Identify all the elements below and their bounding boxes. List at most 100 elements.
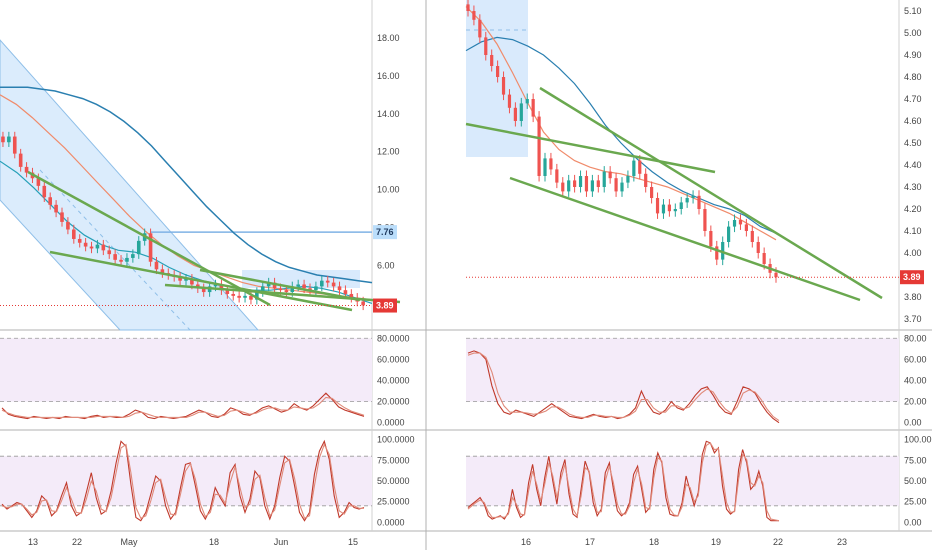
right-oscillator-2-pane[interactable]: 0.00 25.00 50.00 75.00 100.00: [466, 435, 932, 528]
left-oscillator-1-pane[interactable]: 0.0000 20.0000 40.0000 60.0000 80.0000: [0, 333, 410, 428]
right-candle[interactable]: [673, 209, 677, 212]
right-candle[interactable]: [561, 182, 565, 192]
left-oscillator-2-pane[interactable]: 0.0000 25.0000 50.0000 75.0000 100.0000: [0, 435, 415, 528]
right-candle[interactable]: [626, 176, 630, 183]
right-candle[interactable]: [620, 182, 624, 192]
left-osc1-signal-line[interactable]: [1, 396, 365, 418]
left-candle[interactable]: [113, 254, 117, 260]
right-candle[interactable]: [531, 99, 535, 117]
right-candle[interactable]: [691, 195, 695, 198]
left-candle[interactable]: [225, 290, 230, 294]
right-candle[interactable]: [727, 226, 731, 242]
left-candle[interactable]: [243, 295, 247, 298]
time-axes[interactable]: 13 22 May 18 Jun 15 16 17 18 19 22 23: [28, 537, 847, 547]
left-candle[interactable]: [136, 240, 141, 255]
right-candle[interactable]: [685, 198, 689, 203]
right-candle[interactable]: [732, 220, 737, 227]
left-candle[interactable]: [219, 284, 224, 291]
right-candle[interactable]: [555, 169, 559, 183]
right-candle[interactable]: [709, 231, 713, 247]
right-candle[interactable]: [614, 178, 618, 192]
trendline-4[interactable]: [199, 268, 361, 302]
right-candle[interactable]: [578, 176, 583, 187]
left-candle[interactable]: [89, 246, 94, 249]
left-candle[interactable]: [125, 257, 129, 262]
right-candle[interactable]: [697, 195, 701, 209]
left-candle[interactable]: [349, 293, 354, 298]
right-candle[interactable]: [549, 158, 553, 170]
right-candle[interactable]: [667, 204, 671, 212]
slow-moving-average-line[interactable]: [465, 36, 777, 234]
right-candle[interactable]: [513, 107, 517, 121]
right-candle[interactable]: [638, 160, 642, 174]
right-candle[interactable]: [484, 37, 488, 55]
right-candle[interactable]: [661, 204, 666, 214]
left-candle[interactable]: [231, 293, 236, 296]
right-candle[interactable]: [715, 246, 719, 260]
left-candle[interactable]: [284, 290, 289, 293]
left-candle[interactable]: [24, 166, 29, 173]
left-candle[interactable]: [201, 288, 206, 293]
left-candle[interactable]: [337, 286, 342, 291]
right-candle[interactable]: [744, 224, 748, 231]
left-candle[interactable]: [77, 238, 82, 243]
left-candle[interactable]: [66, 221, 70, 230]
left-candle[interactable]: [83, 242, 88, 247]
fast-moving-average-line[interactable]: [465, 6, 777, 241]
left-candle[interactable]: [154, 261, 159, 270]
left-candle[interactable]: [60, 212, 64, 222]
left-candle[interactable]: [1, 136, 5, 143]
left-osc2-signal-line[interactable]: [1, 443, 364, 519]
right-candle[interactable]: [466, 4, 470, 11]
left-candle[interactable]: [308, 288, 312, 291]
left-osc2-main-line[interactable]: [1, 439, 365, 522]
right-candle[interactable]: [679, 202, 683, 209]
right-trendline-3[interactable]: [539, 86, 883, 300]
left-candle[interactable]: [190, 278, 194, 285]
right-osc2-signal-line[interactable]: [467, 442, 780, 522]
left-candle[interactable]: [260, 286, 265, 293]
left-candle[interactable]: [331, 282, 336, 287]
right-candle[interactable]: [650, 187, 654, 198]
left-candle[interactable]: [290, 286, 295, 293]
regression-channel[interactable]: [0, 39, 260, 331]
left-candle[interactable]: [7, 136, 11, 143]
left-candle[interactable]: [148, 233, 153, 262]
trendline-2[interactable]: [49, 250, 353, 312]
left-candle[interactable]: [131, 254, 135, 258]
right-candle[interactable]: [756, 242, 760, 253]
right-candle[interactable]: [584, 176, 589, 192]
left-candle[interactable]: [119, 259, 123, 262]
left-candle[interactable]: [184, 278, 188, 281]
left-candle[interactable]: [48, 197, 52, 205]
right-candle[interactable]: [496, 66, 500, 77]
trendline-1[interactable]: [27, 170, 271, 307]
right-candle[interactable]: [774, 272, 778, 278]
right-candle[interactable]: [507, 94, 512, 108]
right-candle[interactable]: [537, 116, 541, 176]
right-candle[interactable]: [602, 171, 606, 187]
trendline-3[interactable]: [164, 283, 401, 304]
right-trendline-2[interactable]: [509, 176, 861, 302]
left-candle[interactable]: [213, 284, 218, 287]
left-candle[interactable]: [72, 229, 76, 239]
left-candle[interactable]: [302, 284, 306, 289]
left-candle[interactable]: [361, 301, 365, 306]
left-candle[interactable]: [54, 204, 58, 213]
right-candle[interactable]: [478, 19, 482, 38]
left-price-pane[interactable]: 6.008.0010.0012.0014.0016.0018.007.763.8…: [0, 33, 401, 331]
right-price-pane[interactable]: 3.703.803.904.004.104.204.304.404.504.60…: [465, 0, 924, 324]
right-candle[interactable]: [525, 99, 529, 104]
right-candle[interactable]: [703, 209, 707, 231]
right-candle[interactable]: [490, 55, 494, 66]
left-candle[interactable]: [343, 290, 348, 294]
left-candle[interactable]: [95, 244, 100, 249]
right-candle[interactable]: [632, 160, 636, 176]
left-candle[interactable]: [320, 280, 324, 287]
left-candle[interactable]: [272, 282, 277, 289]
right-candle[interactable]: [519, 103, 523, 121]
left-candle[interactable]: [36, 178, 41, 186]
right-candle[interactable]: [567, 180, 571, 192]
left-candle[interactable]: [160, 269, 165, 274]
